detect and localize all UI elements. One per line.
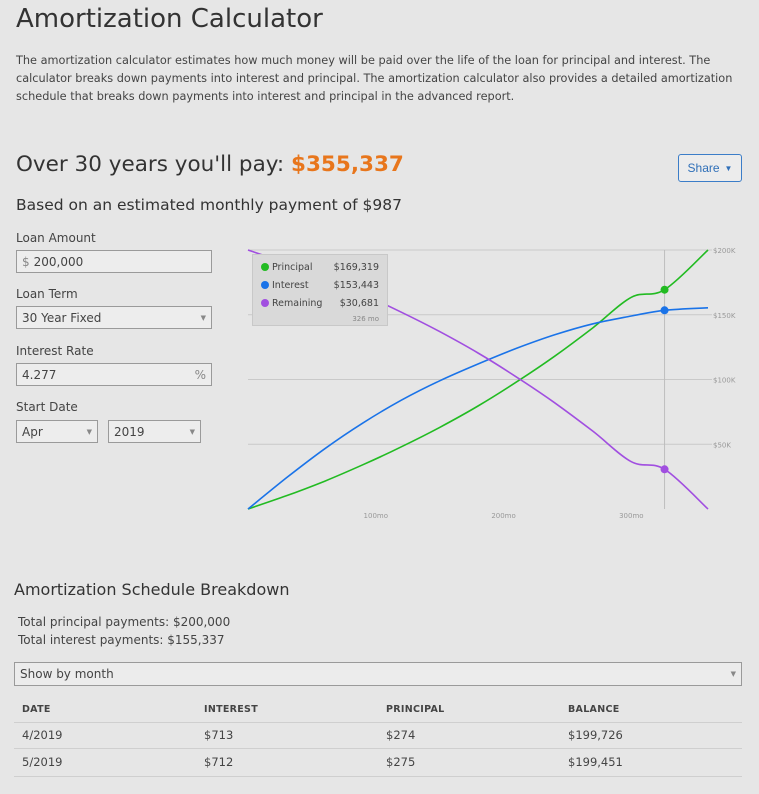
hover-point-remaining <box>660 465 669 474</box>
x-tick-label: 200mo <box>491 512 515 520</box>
column-header-date: DATE <box>22 704 51 715</box>
schedule-view-select[interactable]: Show by month ▼ <box>14 662 742 686</box>
x-tick-label: 100mo <box>364 512 388 520</box>
percent-suffix: % <box>194 367 206 382</box>
total-principal-text: Total principal payments: $200,000 <box>18 615 231 629</box>
series-line-interest <box>247 307 709 510</box>
row-interest: $712 <box>204 755 234 769</box>
row-date: 5/2019 <box>22 755 63 769</box>
total-interest-text: Total interest payments: $155,337 <box>18 633 225 647</box>
tooltip-remaining-value: $30,681 <box>339 297 379 309</box>
share-button[interactable]: Share ▼ <box>678 154 742 182</box>
tooltip-month: 326 mo <box>352 315 379 323</box>
chevron-down-icon: ▼ <box>724 163 733 173</box>
tooltip-row-interest: Interest $153,443 <box>261 278 379 292</box>
tooltip-row-remaining: Remaining $30,681 <box>261 296 379 310</box>
y-tick-label: $100K <box>713 377 736 385</box>
share-button-label: Share <box>687 161 720 175</box>
loan-term-value: 30 Year Fixed <box>22 310 102 325</box>
column-header-balance: BALANCE <box>568 704 620 715</box>
hover-point-interest <box>660 306 669 315</box>
tooltip-row-principal: Principal $169,319 <box>261 260 379 274</box>
y-tick-label: $50K <box>713 441 731 449</box>
row-interest: $713 <box>204 728 234 742</box>
schedule-view-value: Show by month <box>20 667 114 681</box>
tooltip-principal-value: $169,319 <box>333 261 379 273</box>
loan-amount-label: Loan Amount <box>16 231 96 245</box>
row-principal: $274 <box>386 728 416 742</box>
tooltip-principal-label: Principal <box>272 261 313 273</box>
loan-term-select[interactable]: 30 Year Fixed ▼ <box>16 306 212 329</box>
loan-amount-value: 200,000 <box>33 254 84 269</box>
chart-tooltip: Principal $169,319 Interest $153,443 Rem… <box>252 254 388 326</box>
start-year-value: 2019 <box>114 424 145 439</box>
total-payment-prefix: Over 30 years you'll pay: <box>16 152 291 177</box>
start-month-value: Apr <box>22 424 43 439</box>
monthly-payment-text: Based on an estimated monthly payment of… <box>16 196 402 214</box>
chevron-down-icon: ▼ <box>200 313 206 322</box>
table-divider <box>14 722 742 723</box>
start-date-label: Start Date <box>16 400 78 414</box>
series-line-principal <box>247 249 709 510</box>
y-tick-label: $150K <box>713 312 736 320</box>
start-year-select[interactable]: 2019 ▼ <box>108 420 201 443</box>
chevron-down-icon: ▼ <box>730 670 736 678</box>
dollar-prefix: $ <box>22 254 30 269</box>
chevron-down-icon: ▼ <box>86 427 92 436</box>
interest-rate-label: Interest Rate <box>16 344 94 358</box>
principal-dot-icon <box>261 263 269 271</box>
row-balance: $199,451 <box>568 755 623 769</box>
row-principal: $275 <box>386 755 416 769</box>
column-header-principal: PRINCIPAL <box>386 704 445 715</box>
tooltip-interest-value: $153,443 <box>333 279 379 291</box>
total-payment-heading: Over 30 years you'll pay: $355,337 <box>16 152 404 177</box>
total-payment-amount: $355,337 <box>291 152 404 177</box>
interest-rate-value: 4.277 <box>22 367 57 382</box>
chevron-down-icon: ▼ <box>189 427 195 436</box>
interest-dot-icon <box>261 281 269 289</box>
remaining-dot-icon <box>261 299 269 307</box>
y-tick-label: $200K <box>713 247 736 255</box>
column-header-interest: INTEREST <box>204 704 258 715</box>
interest-rate-input[interactable]: 4.277 % <box>16 363 212 386</box>
loan-amount-input[interactable]: $ 200,000 <box>16 250 212 273</box>
row-date: 4/2019 <box>22 728 63 742</box>
schedule-title: Amortization Schedule Breakdown <box>14 580 290 599</box>
tooltip-interest-label: Interest <box>272 279 309 291</box>
table-divider <box>14 748 742 749</box>
row-balance: $199,726 <box>568 728 623 742</box>
table-divider <box>14 776 742 777</box>
tooltip-remaining-label: Remaining <box>272 297 323 309</box>
loan-term-label: Loan Term <box>16 287 78 301</box>
start-month-select[interactable]: Apr ▼ <box>16 420 98 443</box>
page-title: Amortization Calculator <box>16 4 323 34</box>
intro-text: The amortization calculator estimates ho… <box>16 54 733 103</box>
x-tick-label: 300mo <box>619 512 643 520</box>
hover-point-principal <box>660 285 669 294</box>
